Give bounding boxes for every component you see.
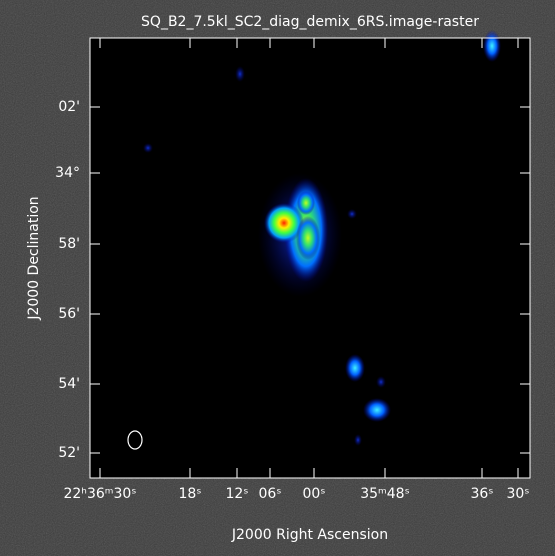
emission: [143, 30, 501, 446]
x-tick-label: 22ʰ36ᵐ30ˢ: [63, 486, 136, 502]
y-tick-label: 58': [58, 236, 80, 252]
frame: [89, 37, 531, 479]
beam: [127, 430, 143, 450]
ticks: 02' 34° 58' 56' 54' 52' 22ʰ36ᵐ30ˢ 18ˢ 12ˢ 06ˢ 00ˢ 3…: [55, 38, 530, 502]
x-tick-label: 06ˢ: [258, 486, 281, 502]
x-tick-label: 00ˢ: [302, 486, 325, 502]
x-tick-label: 18ˢ: [178, 486, 201, 502]
blob: [376, 376, 386, 388]
blob: [235, 66, 245, 82]
y-tick-label: 54': [58, 376, 80, 392]
x-tick-label: 30ˢ: [506, 486, 529, 502]
blob: [363, 398, 391, 422]
x-axis-label: J2000 Right Ascension: [231, 527, 388, 543]
y-tick-label: 02': [58, 99, 80, 115]
blob: [297, 191, 315, 215]
title: SQ_B2_7.5kl_SC2_diag_demix_6RS.image-ras…: [141, 14, 479, 30]
blob: [354, 434, 362, 446]
blob: [264, 203, 304, 243]
blob: [296, 216, 320, 260]
blob: [347, 209, 357, 219]
blob: [143, 143, 153, 153]
blob: [345, 354, 365, 382]
y-tick-label: 52': [58, 445, 80, 461]
y-axis-label: J2000 Declination: [26, 196, 42, 320]
blob: [483, 30, 501, 62]
x-tick-label: 36ˢ: [470, 486, 493, 502]
y-tick-label: 56': [58, 306, 80, 322]
y-tick-label: 34°: [55, 165, 80, 181]
x-tick-label: 12ˢ: [225, 486, 248, 502]
x-tick-label: 35ᵐ48ˢ: [360, 486, 410, 502]
